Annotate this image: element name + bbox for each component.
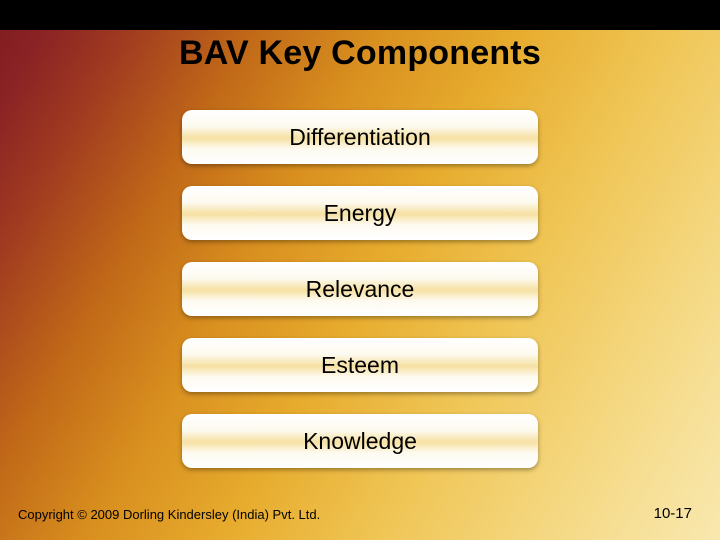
component-label: Knowledge bbox=[303, 428, 417, 455]
copyright-text: Copyright © 2009 Dorling Kindersley (Ind… bbox=[18, 507, 320, 522]
component-label: Differentiation bbox=[289, 124, 431, 151]
component-item: Differentiation bbox=[182, 110, 538, 164]
component-label: Esteem bbox=[321, 352, 399, 379]
components-list: Differentiation Energy Relevance Esteem … bbox=[0, 110, 720, 468]
component-item: Energy bbox=[182, 186, 538, 240]
slide-topbar bbox=[0, 0, 720, 30]
component-item: Esteem bbox=[182, 338, 538, 392]
component-label: Relevance bbox=[306, 276, 415, 303]
component-label: Energy bbox=[324, 200, 397, 227]
component-item: Relevance bbox=[182, 262, 538, 316]
slide: BAV Key Components Differentiation Energ… bbox=[0, 0, 720, 540]
component-item: Knowledge bbox=[182, 414, 538, 468]
page-number: 10-17 bbox=[654, 505, 692, 522]
slide-title: BAV Key Components bbox=[0, 34, 720, 73]
